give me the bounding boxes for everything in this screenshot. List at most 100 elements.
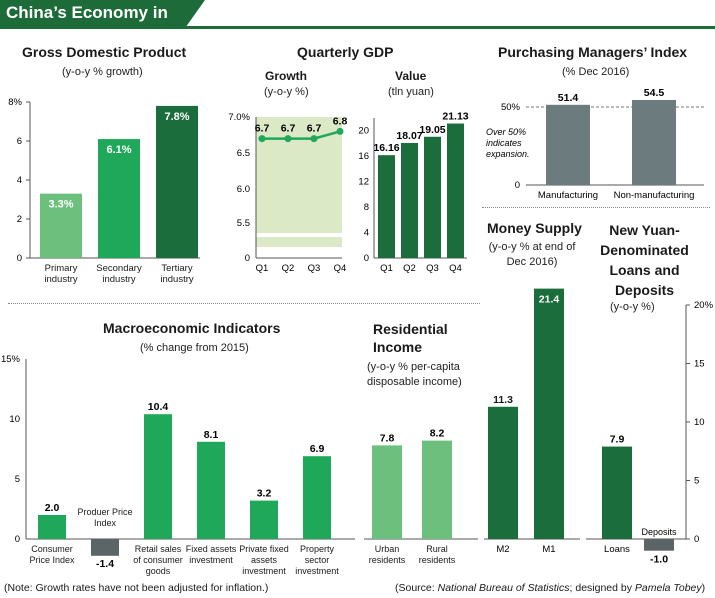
loans-title: New Yuan-Denominated Loans and Deposits (600, 222, 689, 298)
gdp-chart: 02468%3.3%Primaryindustry6.1%Secondaryin… (8, 97, 200, 285)
gdp-subtitle: (y-o-y % growth) (62, 66, 143, 78)
source-prefix: (Source: (395, 582, 438, 594)
quarterly-gdp-title: Quarterly GDP (297, 44, 394, 60)
value-value-label: 21.13 (442, 111, 468, 123)
growth-category-label: Q4 (334, 263, 347, 274)
gdp-y-tick: 2 (17, 214, 22, 225)
macro-value-label: 2.0 (45, 502, 60, 514)
gdp-category-label: Secondary (96, 263, 142, 274)
macro-bar (144, 414, 172, 539)
section-divider-right (482, 207, 710, 208)
macro-y-tick: 15% (1, 354, 21, 365)
money-bar (488, 406, 518, 539)
value-title: Value (395, 69, 427, 83)
macro-category-label: goods (146, 566, 171, 576)
loans-deposits-chart: 0 5 10 15 20% 7.9 Loans -1.0 Deposits (586, 300, 714, 566)
quarterly-growth-chart: 0 5.5 6.0 6.5 7.0% 6.7 Q1 6.7 Q2 6.7 Q3 6.8 Q4 (228, 112, 347, 274)
income-title: Residential Income (373, 321, 448, 355)
gdp-y-tick: 8% (8, 97, 22, 108)
macro-value-label: 10.4 (148, 401, 169, 413)
growth-value-label: 6.7 (281, 123, 296, 135)
macro-category-label: assets (251, 555, 278, 565)
macro-y-tick: 10 (9, 414, 20, 425)
value-category-label: Q1 (380, 263, 393, 274)
value-y-tick: 0 (364, 253, 369, 264)
income-value-label: 8.2 (430, 428, 445, 440)
macro-value-label: -1.4 (96, 558, 114, 570)
value-y-tick: 20 (358, 126, 369, 137)
value-value-label: 16.16 (373, 142, 399, 154)
gdp-category-label: Primary (45, 263, 78, 274)
macro-y-tick: 5 (15, 474, 20, 485)
macro-category-label: Retail sales (135, 544, 182, 554)
money-category-label: M2 (496, 544, 509, 555)
source-name: National Bureau of Statistics (437, 582, 570, 594)
pmi-subtitle: (% Dec 2016) (562, 66, 630, 78)
growth-value-label: 6.7 (255, 123, 270, 135)
pmi-bar (546, 104, 590, 185)
source-designer: Pamela Tobey (634, 582, 702, 594)
growth-y-tick: 5.5 (237, 218, 250, 229)
source-line: (Source: National Bureau of Statistics; … (395, 582, 705, 594)
loans-value-label: 7.9 (610, 434, 625, 446)
growth-line (262, 130, 341, 140)
gdp-category-label: industry (44, 274, 78, 285)
macro-bar (91, 539, 119, 556)
value-value-label: 19.05 (419, 124, 445, 136)
growth-value-label: 6.7 (307, 123, 322, 135)
loans-y-tick: 20% (694, 300, 714, 311)
value-bar (424, 136, 441, 258)
macro-bar (303, 456, 331, 539)
macro-category-label: Fixed assets (186, 544, 237, 554)
macro-category-label: Private fixed (239, 544, 289, 554)
macro-category-label: investment (242, 566, 286, 576)
macro-category-label: Consumer (31, 544, 73, 554)
pmi-bar (632, 99, 676, 185)
source-mid: ; designed by (569, 582, 635, 594)
growth-point (258, 135, 266, 143)
loans-bar (644, 539, 674, 551)
growth-y-tick: 6.0 (237, 184, 250, 195)
pmi-value-label: 54.5 (644, 87, 665, 99)
growth-subtitle: (y-o-y %) (264, 86, 309, 98)
macro-category-label: of consumer (133, 555, 183, 565)
money-value-label: 21.4 (539, 294, 560, 306)
value-bar (378, 155, 395, 258)
growth-y-tick: 6.5 (237, 148, 250, 159)
macro-subtitle: (% change from 2015) (140, 342, 249, 354)
growth-point (310, 135, 318, 143)
income-category-label: residents (419, 555, 456, 565)
macro-value-label: 8.1 (204, 429, 219, 441)
value-y-tick: 16 (358, 151, 369, 162)
pmi-annotation: Over 50% (486, 127, 526, 137)
growth-point (336, 127, 344, 135)
gdp-value-label: 3.3% (48, 199, 73, 211)
value-y-tick: 8 (364, 202, 369, 213)
pmi-title: Purchasing Managers’ Index (498, 44, 688, 60)
growth-band-lower (256, 237, 342, 247)
money-title: Money Supply (487, 220, 582, 236)
gdp-category-label: industry (160, 274, 194, 285)
money-value-label: 11.3 (493, 394, 513, 406)
money-supply-chart: 11.3 M2 21.4 M1 (484, 288, 580, 555)
loans-bar (602, 446, 632, 539)
macro-title: Macroeconomic Indicators (103, 320, 281, 336)
value-bar (447, 123, 464, 258)
gdp-title: Gross Domestic Product (22, 44, 187, 60)
value-category-label: Q4 (449, 263, 462, 274)
loans-y-tick: 0 (694, 534, 699, 545)
loans-y-tick: 15 (694, 359, 705, 370)
macro-category-label: Price Index (29, 555, 75, 565)
macro-bar (250, 500, 278, 539)
quarterly-value-chart: 0 4 8 12 16 20 16.16 Q1 18.07 Q2 19.05 Q3 21.13 Q4 (358, 111, 468, 274)
gdp-y-tick: 6 (17, 136, 22, 147)
pmi-category-label: Manufacturing (538, 190, 598, 201)
money-category-label: M1 (542, 544, 555, 555)
section-divider-left (8, 303, 480, 304)
income-category-label: Urban (375, 544, 400, 554)
income-category-label: residents (369, 555, 406, 565)
growth-category-label: Q1 (256, 263, 269, 274)
